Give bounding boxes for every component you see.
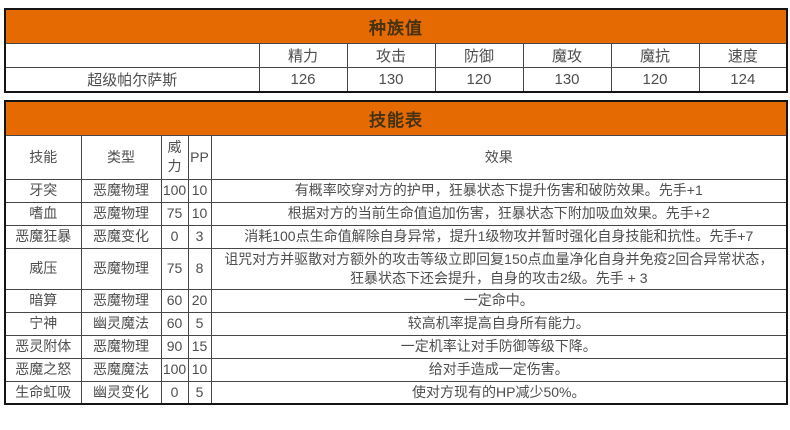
skill-pp-cell: 15 (187, 334, 212, 359)
skill-name-cell: 威压 (4, 247, 82, 290)
stats-header-row: 精力 攻击 防御 魔攻 魔抗 速度 (4, 42, 788, 68)
skill-pp-cell: 20 (187, 288, 212, 313)
skill-pp-cell: 5 (187, 380, 212, 405)
skill-effect-cell: 诅咒对方并驱散对方额外的攻击等级立即回复150点血量净化自身并免疫2回合异常状态… (210, 247, 788, 290)
skill-row: 宁神 幽灵魔法 60 5 较高机率提高自身所有能力。 (4, 311, 788, 336)
skill-row: 牙突 恶魔物理 100 10 有概率咬穿对方的护甲，狂暴状态下提升伤害和破防效果… (4, 178, 788, 203)
stats-header-hp: 精力 (258, 42, 348, 68)
skill-name-cell: 牙突 (4, 178, 82, 203)
skill-power-cell: 100 (160, 357, 189, 382)
skill-name-cell: 嗜血 (4, 201, 82, 226)
skill-effect-cell: 较高机率提高自身所有能力。 (210, 311, 788, 336)
skill-type-cell: 恶魔魔法 (80, 357, 162, 382)
skill-power-cell: 60 (160, 311, 189, 336)
stats-table: 种族值 精力 攻击 防御 魔攻 魔抗 速度 超级帕尔萨斯 126 130 120… (4, 8, 789, 93)
skills-title-row: 技能表 (4, 100, 788, 136)
skills-header-power: 威力 (160, 134, 189, 180)
skill-name-cell: 宁神 (4, 311, 82, 336)
stats-header-sp-defense: 魔抗 (610, 42, 700, 68)
stat-attack-value: 130 (346, 66, 436, 93)
skills-header-type: 类型 (80, 134, 162, 180)
skill-effect-cell: 根据对方的当前生命值追加伤害，狂暴状态下附加吸血效果。先手+2 (210, 201, 788, 226)
skill-pp-cell: 10 (187, 178, 212, 203)
skill-name-cell: 恶魔之怒 (4, 357, 82, 382)
skill-row: 恶魔之怒 恶魔魔法 100 10 给对手造成一定伤害。 (4, 357, 788, 382)
skill-type-cell: 幽灵变化 (80, 380, 162, 405)
skill-row: 暗算 恶魔物理 60 20 一定命中。 (4, 288, 788, 313)
skill-row: 恶灵附体 恶魔物理 90 15 一定机率让对手防御等级下降。 (4, 334, 788, 359)
skills-header-effect: 效果 (210, 134, 788, 180)
stat-speed-value: 124 (698, 66, 788, 93)
skill-effect-cell: 使对方现有的HP减少50%。 (210, 380, 788, 405)
stats-header-defense: 防御 (434, 42, 524, 68)
skill-power-cell: 75 (160, 201, 189, 226)
skill-effect-cell: 有概率咬穿对方的护甲，狂暴状态下提升伤害和破防效果。先手+1 (210, 178, 788, 203)
skill-pp-cell: 10 (187, 357, 212, 382)
skills-header-pp: PP (187, 134, 212, 180)
skills-header-row: 技能 类型 威力 PP 效果 (4, 134, 788, 180)
skill-power-cell: 0 (160, 224, 189, 249)
pet-name-cell: 超级帕尔萨斯 (4, 66, 260, 93)
skill-row: 嗜血 恶魔物理 75 10 根据对方的当前生命值追加伤害，狂暴状态下附加吸血效果… (4, 201, 788, 226)
skill-effect-cell: 给对手造成一定伤害。 (210, 357, 788, 382)
skill-pp-cell: 8 (187, 247, 212, 290)
stats-value-row: 超级帕尔萨斯 126 130 120 130 120 124 (4, 66, 788, 93)
skill-type-cell: 恶魔物理 (80, 178, 162, 203)
skill-type-cell: 恶魔变化 (80, 224, 162, 249)
skill-type-cell: 恶魔物理 (80, 334, 162, 359)
skill-row: 生命虹吸 幽灵变化 0 5 使对方现有的HP减少50%。 (4, 380, 788, 405)
skill-effect-cell: 消耗100点生命值解除自身异常，提升1级物攻并暂时强化自身技能和抗性。先手+7 (210, 224, 788, 249)
skill-type-cell: 幽灵魔法 (80, 311, 162, 336)
stat-hp-value: 126 (258, 66, 348, 93)
skill-pp-cell: 10 (187, 201, 212, 226)
stats-header-speed: 速度 (698, 42, 788, 68)
skill-type-cell: 恶魔物理 (80, 201, 162, 226)
skill-effect-cell: 一定命中。 (210, 288, 788, 313)
skill-name-cell: 暗算 (4, 288, 82, 313)
stats-header-attack: 攻击 (346, 42, 436, 68)
skill-name-cell: 恶魔狂暴 (4, 224, 82, 249)
skill-power-cell: 0 (160, 380, 189, 405)
stats-title-row: 种族值 (4, 8, 788, 44)
skills-header-skill: 技能 (4, 134, 82, 180)
skill-row: 恶魔狂暴 恶魔变化 0 3 消耗100点生命值解除自身异常，提升1级物攻并暂时强… (4, 224, 788, 249)
stat-sp-attack-value: 130 (522, 66, 612, 93)
skill-row: 威压 恶魔物理 75 8 诅咒对方并驱散对方额外的攻击等级立即回复150点血量净… (4, 247, 788, 290)
skill-type-cell: 恶魔物理 (80, 247, 162, 290)
stats-header-sp-attack: 魔攻 (522, 42, 612, 68)
stats-table-title: 种族值 (4, 8, 788, 44)
skill-pp-cell: 5 (187, 311, 212, 336)
stat-sp-defense-value: 120 (610, 66, 700, 93)
stats-header-empty (4, 42, 260, 68)
stat-defense-value: 120 (434, 66, 524, 93)
skill-power-cell: 75 (160, 247, 189, 290)
skill-effect-cell: 一定机率让对手防御等级下降。 (210, 334, 788, 359)
skill-name-cell: 恶灵附体 (4, 334, 82, 359)
skills-table-title: 技能表 (4, 100, 788, 136)
skill-pp-cell: 3 (187, 224, 212, 249)
skill-name-cell: 生命虹吸 (4, 380, 82, 405)
skill-power-cell: 100 (160, 178, 189, 203)
skill-type-cell: 恶魔物理 (80, 288, 162, 313)
skills-table: 技能表 技能 类型 威力 PP 效果 牙突 恶魔物理 100 10 有概率咬穿对… (4, 100, 789, 405)
skill-power-cell: 60 (160, 288, 189, 313)
skill-power-cell: 90 (160, 334, 189, 359)
